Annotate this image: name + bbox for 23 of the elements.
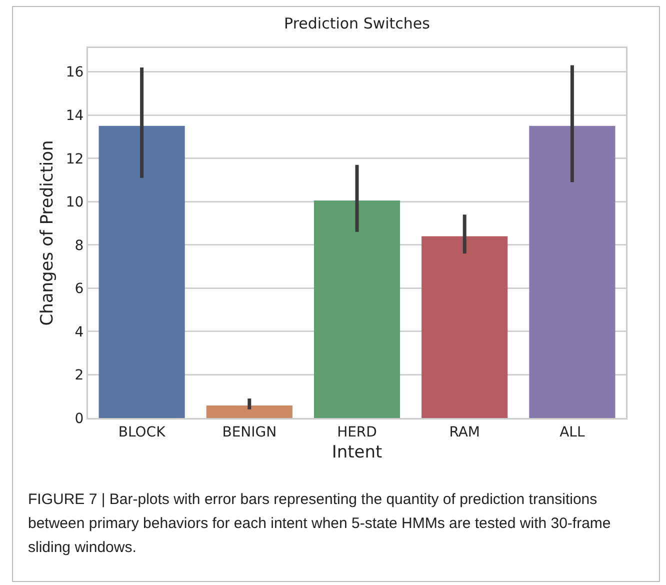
bar (422, 236, 508, 418)
y-tick-label: 12 (66, 151, 84, 168)
x-tick-label: BENIGN (222, 424, 277, 440)
y-tick-label: 14 (66, 108, 84, 124)
y-axis-title: Changes of Prediction (38, 140, 58, 326)
chart-title: Prediction Switches (284, 14, 430, 32)
x-tick-label: BLOCK (118, 424, 166, 440)
y-tick-label: 6 (74, 281, 84, 298)
y-tick-label: 10 (66, 194, 84, 211)
x-tick-label: ALL (560, 424, 585, 440)
y-tick-label: 0 (74, 410, 84, 427)
bar (529, 126, 616, 418)
caption: FIGURE 7 | Bar-plots with error bars representing the quantity of prediction transitions between primary behaviors for each intent when 5-state HMMs are tested with 30-frame sliding windows. (28, 490, 612, 558)
y-tick-label: 2 (74, 368, 84, 384)
y-tick-label: 16 (66, 64, 84, 81)
y-tick-label: 8 (74, 238, 84, 254)
x-tick-label: HERD (337, 424, 377, 440)
y-tick-label: 4 (74, 324, 84, 340)
bar (206, 405, 292, 418)
bar (98, 126, 185, 418)
x-axis-title: Intent (332, 442, 383, 462)
bar (314, 200, 400, 418)
x-tick-label: RAM (449, 424, 480, 440)
